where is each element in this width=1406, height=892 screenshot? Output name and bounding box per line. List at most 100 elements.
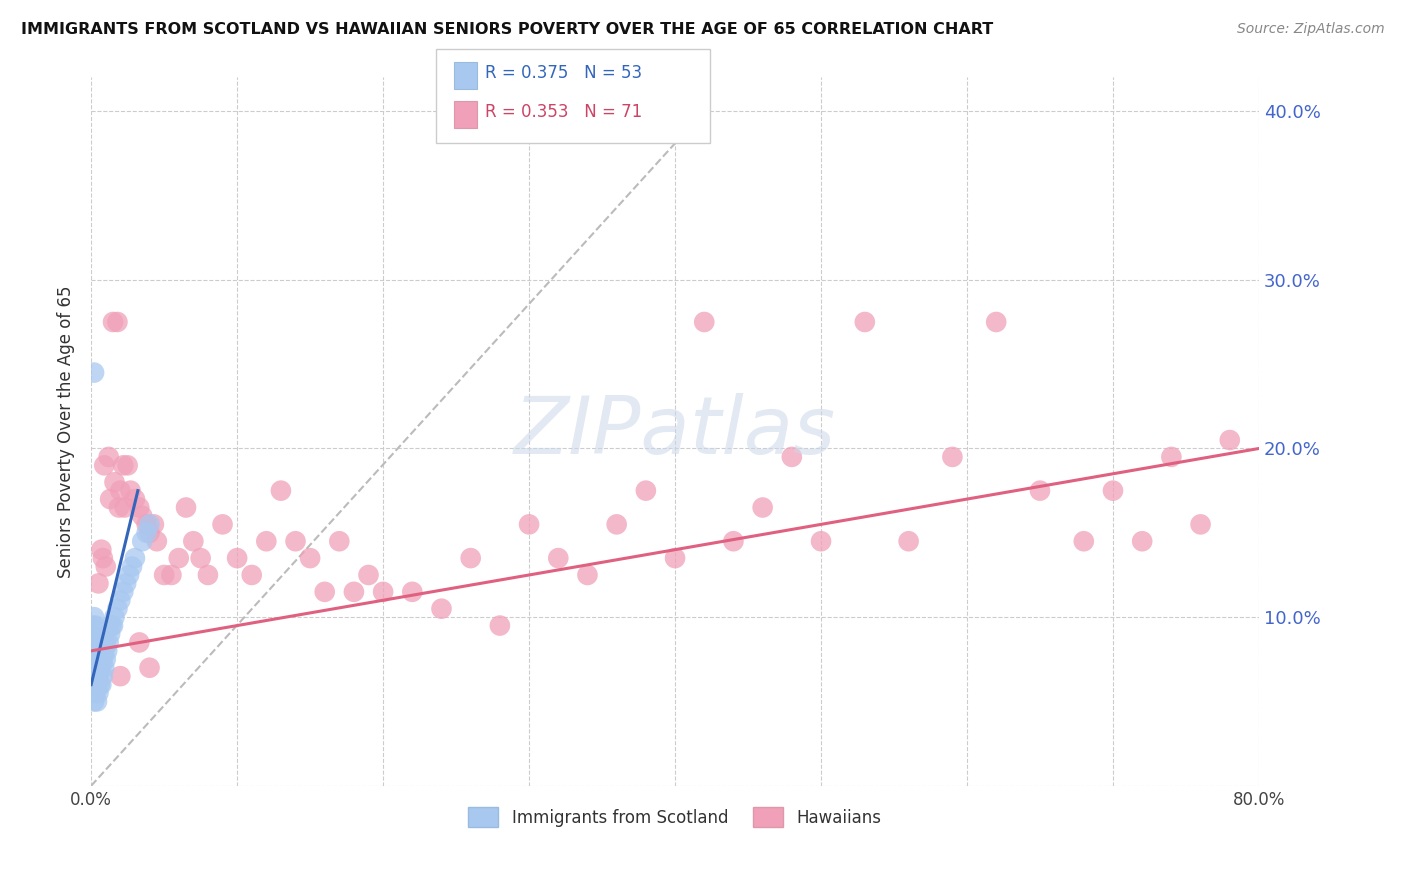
Point xyxy=(167,551,190,566)
Point xyxy=(86,694,108,708)
Point xyxy=(1189,517,1212,532)
Point xyxy=(517,517,540,532)
Point xyxy=(128,635,150,649)
Point xyxy=(142,517,165,532)
Point xyxy=(343,584,366,599)
Point xyxy=(103,610,125,624)
Legend: Immigrants from Scotland, Hawaiians: Immigrants from Scotland, Hawaiians xyxy=(461,800,889,834)
Point xyxy=(83,627,105,641)
Point xyxy=(780,450,803,464)
Point xyxy=(174,500,197,515)
Point xyxy=(1160,450,1182,464)
Point xyxy=(94,559,117,574)
Point xyxy=(240,568,263,582)
Point xyxy=(82,618,104,632)
Point xyxy=(90,542,112,557)
Point xyxy=(100,618,122,632)
Point xyxy=(254,534,277,549)
Point xyxy=(98,492,121,507)
Point xyxy=(114,500,136,515)
Point xyxy=(430,601,453,615)
Point xyxy=(87,669,110,683)
Point xyxy=(138,525,160,540)
Point xyxy=(93,458,115,473)
Point xyxy=(138,661,160,675)
Point xyxy=(284,534,307,549)
Point xyxy=(371,584,394,599)
Point xyxy=(131,534,153,549)
Point xyxy=(84,652,107,666)
Point xyxy=(83,694,105,708)
Point xyxy=(96,644,118,658)
Point xyxy=(121,559,143,574)
Text: IMMIGRANTS FROM SCOTLAND VS HAWAIIAN SENIORS POVERTY OVER THE AGE OF 65 CORRELAT: IMMIGRANTS FROM SCOTLAND VS HAWAIIAN SEN… xyxy=(21,22,994,37)
Point xyxy=(135,517,157,532)
Text: R = 0.353   N = 71: R = 0.353 N = 71 xyxy=(485,103,643,120)
Point xyxy=(941,450,963,464)
Point xyxy=(1130,534,1153,549)
Point xyxy=(197,568,219,582)
Point xyxy=(110,669,132,683)
Point xyxy=(634,483,657,498)
Point xyxy=(101,618,124,632)
Point xyxy=(1029,483,1052,498)
Point xyxy=(87,576,110,591)
Point xyxy=(84,618,107,632)
Point xyxy=(314,584,336,599)
Point xyxy=(547,551,569,566)
Point xyxy=(89,644,111,658)
Point xyxy=(986,315,1008,329)
Point xyxy=(146,534,169,549)
Point xyxy=(118,568,141,582)
Point xyxy=(91,551,114,566)
Point xyxy=(160,568,183,582)
Point xyxy=(460,551,482,566)
Point xyxy=(112,458,135,473)
Point xyxy=(131,508,153,523)
Point xyxy=(1073,534,1095,549)
Text: ZIPatlas: ZIPatlas xyxy=(515,392,837,471)
Point xyxy=(853,315,876,329)
Point xyxy=(664,551,686,566)
Point xyxy=(120,483,142,498)
Point xyxy=(226,551,249,566)
Point xyxy=(82,669,104,683)
Point xyxy=(190,551,212,566)
Point xyxy=(90,677,112,691)
Point xyxy=(83,610,105,624)
Point xyxy=(82,635,104,649)
Point xyxy=(86,677,108,691)
Point xyxy=(86,661,108,675)
Point xyxy=(87,635,110,649)
Point xyxy=(124,492,146,507)
Point xyxy=(91,669,114,683)
Point xyxy=(84,635,107,649)
Point xyxy=(357,568,380,582)
Point xyxy=(86,644,108,658)
Point xyxy=(576,568,599,582)
Point xyxy=(82,686,104,700)
Point xyxy=(89,661,111,675)
Point xyxy=(138,517,160,532)
Y-axis label: Seniors Poverty Over the Age of 65: Seniors Poverty Over the Age of 65 xyxy=(58,285,75,578)
Point xyxy=(89,677,111,691)
Point xyxy=(299,551,322,566)
Point xyxy=(93,644,115,658)
Point xyxy=(107,601,129,615)
Point xyxy=(84,686,107,700)
Point xyxy=(897,534,920,549)
Point xyxy=(91,652,114,666)
Point xyxy=(328,534,350,549)
Point xyxy=(97,635,120,649)
Point xyxy=(124,551,146,566)
Point xyxy=(751,500,773,515)
Point xyxy=(270,483,292,498)
Point xyxy=(110,483,132,498)
Point xyxy=(108,500,131,515)
Point xyxy=(153,568,176,582)
Point xyxy=(83,366,105,380)
Point xyxy=(97,450,120,464)
Point xyxy=(94,635,117,649)
Point xyxy=(117,458,139,473)
Point xyxy=(87,686,110,700)
